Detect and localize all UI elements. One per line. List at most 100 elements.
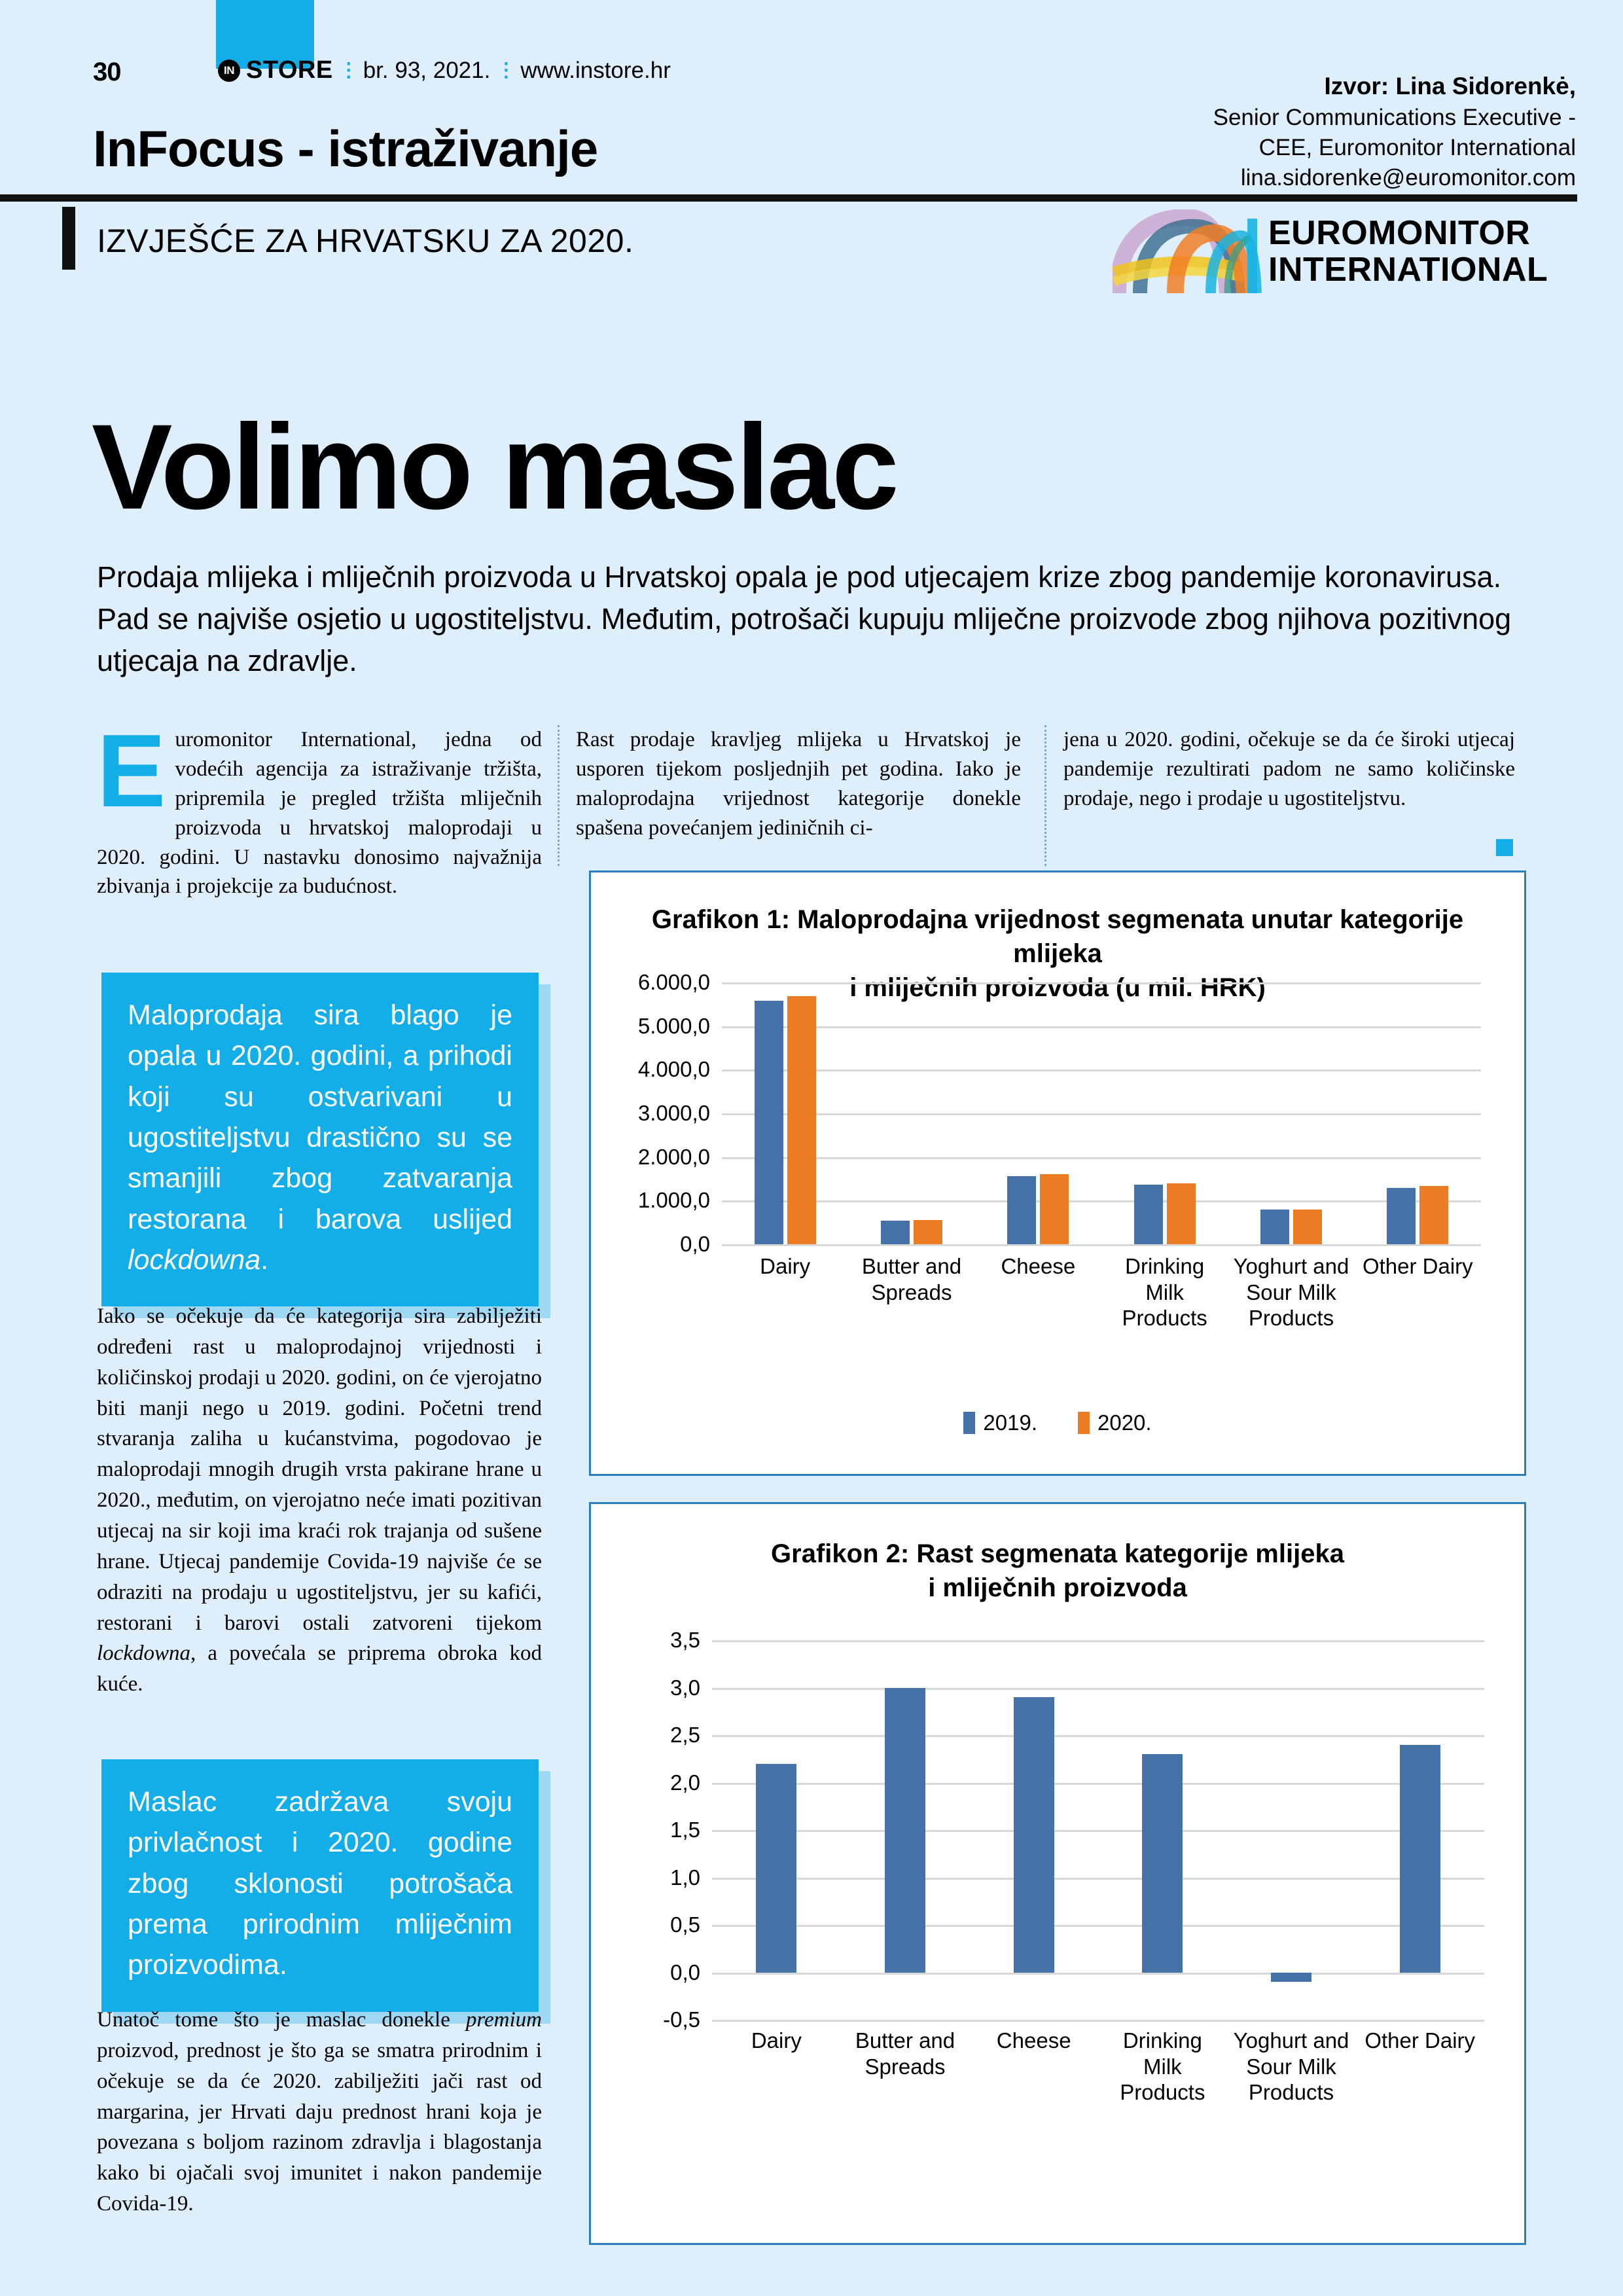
byline-email[interactable]: lina.sidorenke@euromonitor.com — [1240, 165, 1576, 191]
bar — [1013, 1697, 1054, 1973]
section-kicker: InFocus - istraživanje — [93, 120, 598, 177]
x-axis-tick-label: Yoghurt and Sour Milk Products — [1233, 2028, 1349, 2105]
body-column-2: Rast prodaje kravljeg mlijeka u Hrvatsko… — [576, 725, 1021, 843]
drop-cap: E — [97, 713, 166, 829]
column-divider-1 — [558, 725, 560, 866]
x-axis-tick-label: Other Dairy — [1364, 2028, 1476, 2053]
bar — [754, 1001, 783, 1244]
bar-group — [848, 982, 974, 1244]
body-paragraph-1-italic: lockdowna — [97, 1641, 190, 1666]
y-axis-tick-label: 1.000,0 — [637, 1188, 710, 1213]
y-axis-tick-label: 4.000,0 — [637, 1057, 710, 1082]
article-standfirst: Prodaja mlijeka i mliječnih proizvoda u … — [97, 560, 1512, 677]
gridline — [712, 2020, 1484, 2022]
chart-2-x-axis-labels: Dairy Butter and Spreads Cheese Drinking Mi… — [712, 2028, 1484, 2106]
pull-quote-1-part1: Maloprodaja sira blago je opala u 2020. … — [128, 999, 512, 1235]
x-axis-tick-label: Drinking Milk Products — [1120, 2028, 1205, 2105]
chart-2-plot-area: 3,5 3,0 2,5 2,0 1,5 1,0 0,5 0,0 -0,5 — [663, 1628, 1484, 2032]
article-headline: Volimo maslac — [92, 399, 899, 535]
body-column-3: jena u 2020. godini, očekuje se da će ši… — [1063, 725, 1515, 814]
bar-group — [1227, 1640, 1356, 2020]
bar — [885, 1687, 925, 1973]
chart-1-title-line1: Grafikon 1: Maloprodajna vrijednost segm… — [651, 905, 1464, 968]
pull-quote-1: Maloprodaja sira blago je opala u 2020. … — [101, 973, 550, 1319]
y-axis-tick-label: 0,5 — [670, 1912, 700, 1937]
legend-swatch — [1078, 1412, 1090, 1434]
y-axis-tick-label: 6.000,0 — [637, 970, 710, 994]
bar — [1133, 1185, 1163, 1244]
body-paragraph-2-part1: Unatoč tome što je maslac donekle — [97, 2008, 466, 2032]
chart-1-x-axis-labels: Dairy Butter and Spreads Cheese Drinking Mi… — [722, 1253, 1481, 1331]
y-axis-tick-label: 3,0 — [670, 1675, 700, 1700]
masthead-issue: br. 93, 2021. — [363, 57, 491, 83]
x-axis-tick-label: Cheese — [1001, 1254, 1076, 1278]
chart-1-legend: 2019. 2020. — [591, 1410, 1524, 1435]
chart-2-title-line1: Grafikon 2: Rast segmenata kategorije ml… — [771, 1539, 1344, 1568]
euromonitor-arcs-icon — [1113, 209, 1262, 293]
y-axis-tick-label: 3,5 — [670, 1628, 700, 1652]
body-column-1-text: uromonitor International, jedna od vodeć… — [97, 728, 542, 899]
bar — [756, 1763, 797, 1973]
body-column-3-text: jena u 2020. godini, očekuje se da će ši… — [1063, 728, 1515, 810]
body-paragraph-1-part1: Iako se očekuje da će kategorija sira za… — [97, 1304, 542, 1635]
gridline — [722, 1157, 1481, 1159]
y-axis-tick-label: 2,0 — [670, 1770, 700, 1795]
x-axis-tick-label: Yoghurt and Sour Milk Products — [1233, 1254, 1349, 1331]
bar — [1007, 1176, 1037, 1244]
body-paragraph-1: Iako se očekuje da će kategorija sira za… — [97, 1301, 542, 1700]
byline: Izvor: Lina Sidorenkė, Senior Communicat… — [1118, 71, 1576, 193]
y-axis-tick-label: 1,0 — [670, 1865, 700, 1890]
y-axis-tick-label: 5.000,0 — [637, 1013, 710, 1038]
bar — [913, 1220, 942, 1244]
euromonitor-line1: EUROMONITOR — [1268, 214, 1531, 252]
x-axis-tick-label: Butter and Spreads — [861, 1254, 962, 1304]
chart-2-title: Grafikon 2: Rast segmenata kategorije ml… — [591, 1537, 1524, 1605]
gridline — [712, 1830, 1484, 1832]
x-axis-tick-label: Butter and Spreads — [855, 2028, 955, 2079]
gridline — [712, 1877, 1484, 1880]
bar — [1293, 1210, 1322, 1244]
bar-group — [1228, 982, 1354, 1244]
gridline — [722, 1113, 1481, 1115]
masthead-separator-1: ⋮ — [338, 60, 359, 81]
bar — [1399, 1744, 1440, 1973]
bar-group — [841, 1640, 970, 2020]
y-axis-tick-label: 1,5 — [670, 1818, 700, 1842]
bar-group — [969, 1640, 1098, 2020]
bar — [1387, 1188, 1416, 1244]
y-axis-tick-label: 2,5 — [670, 1723, 700, 1747]
gridline — [722, 982, 1481, 984]
y-axis-tick-label: 0,0 — [680, 1232, 710, 1256]
x-axis-tick-label: Drinking Milk Products — [1122, 1254, 1207, 1331]
masthead-website[interactable]: www.instore.hr — [520, 57, 671, 83]
bar-group-container — [722, 982, 1481, 1244]
gridline — [712, 1782, 1484, 1785]
bar — [1260, 1209, 1289, 1244]
chart-2-container: Grafikon 2: Rast segmenata kategorije ml… — [589, 1502, 1526, 2245]
body-paragraph-2: Unatoč tome što je maslac donekle premiu… — [97, 2005, 542, 2219]
bar-group — [712, 1640, 841, 2020]
bar-group — [1098, 1640, 1227, 2020]
bar-group-container — [712, 1640, 1484, 2020]
y-axis-tick-label: 2.000,0 — [637, 1144, 710, 1169]
header-cyan-tab — [216, 0, 314, 69]
gridline — [712, 1972, 1484, 1975]
chart-2-title-line2: i mliječnih proizvoda — [928, 1573, 1187, 1602]
x-axis-tick-label: Dairy — [760, 1254, 811, 1278]
byline-org: CEE, Euromonitor International — [1258, 135, 1576, 161]
section-accent-bar — [62, 207, 75, 270]
legend-label: 2019. — [983, 1410, 1037, 1435]
bar — [1040, 1174, 1069, 1244]
euromonitor-line2: INTERNATIONAL — [1268, 251, 1548, 289]
column-divider-2 — [1044, 725, 1046, 866]
body-paragraph-2-italic: premium — [465, 2008, 542, 2032]
euromonitor-logo: EUROMONITOR INTERNATIONAL — [1113, 209, 1548, 293]
chart-1-plot-area: 6.000,0 5.000,0 4.000,0 3.000,0 2.000,0 1.000… — [638, 970, 1481, 1256]
x-axis-tick-label: Cheese — [996, 2028, 1071, 2053]
byline-role: Senior Communications Executive - — [1213, 104, 1576, 130]
body-column-2-text: Rast prodaje kravljeg mlijeka u Hrvatsko… — [576, 728, 1021, 840]
euromonitor-wordmark: EUROMONITOR INTERNATIONAL — [1268, 215, 1548, 288]
header-divider-rule — [0, 194, 1577, 202]
